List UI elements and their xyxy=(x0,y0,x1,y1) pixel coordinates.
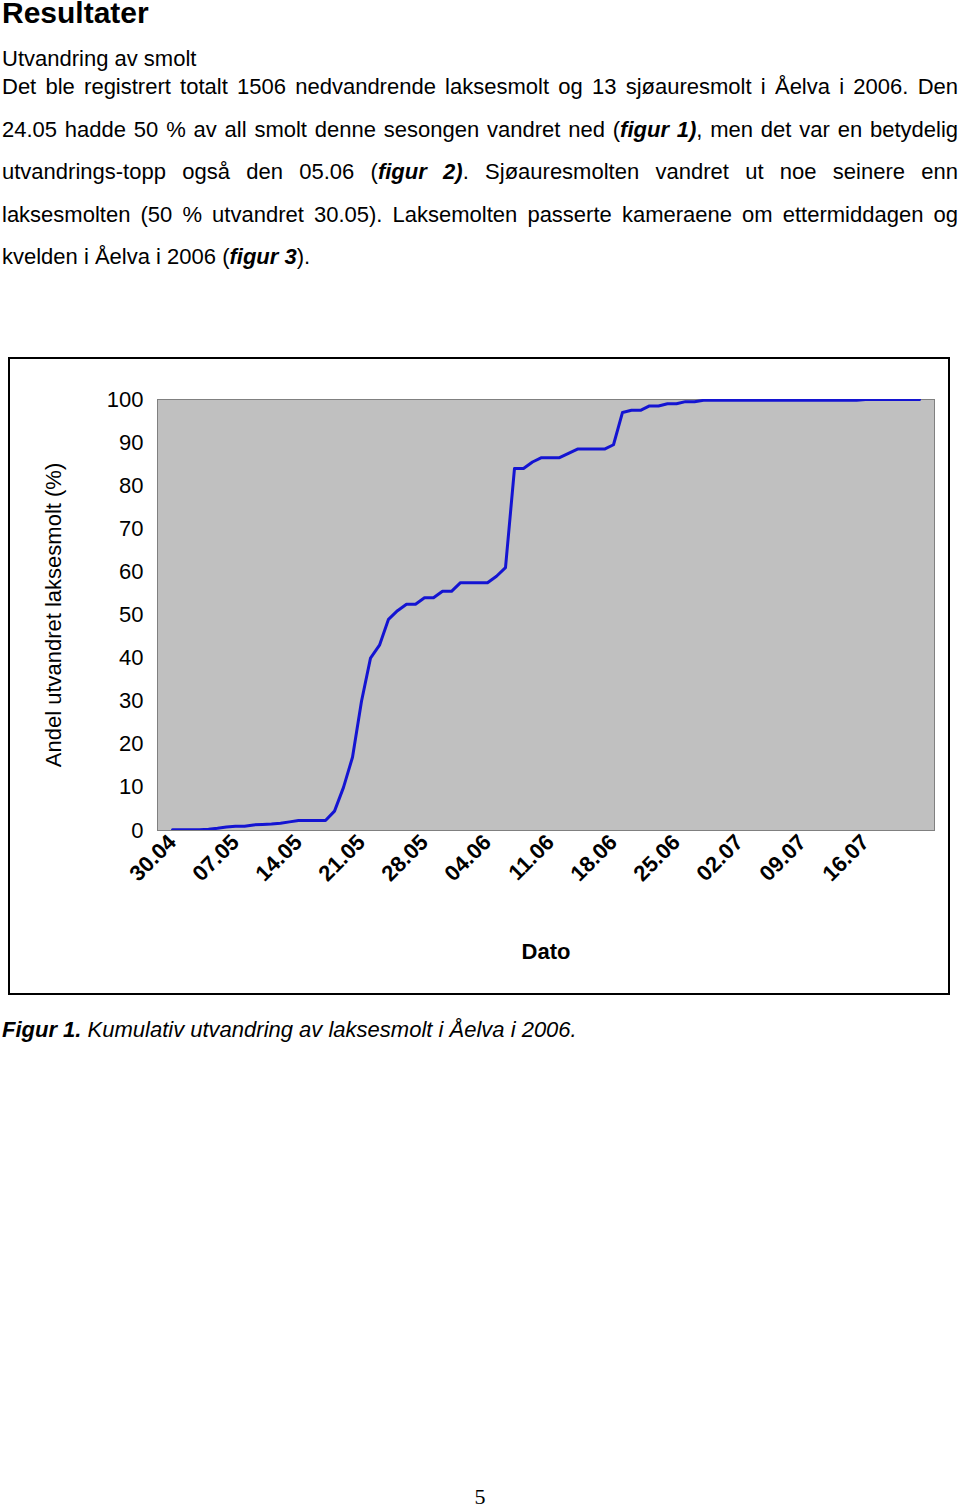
html-text:Figur 1. Kumulativ utvandring: Figur 1. Kumulativ utvandring av laksesm… xyxy=(2,1017,577,1042)
html-text:5: 5 xyxy=(474,1484,486,1509)
svg-text:20: 20 xyxy=(119,731,143,756)
svg-text:18.06: 18.06 xyxy=(565,829,622,886)
html-text:Det ble registrert totalt 1506: Det ble registrert totalt 1506 nedvandre… xyxy=(2,74,958,269)
svg-text:40: 40 xyxy=(119,645,143,670)
svg-text:04.06: 04.06 xyxy=(439,829,496,886)
svg-text:100: 100 xyxy=(107,387,144,412)
svg-text:Andel utvandret laksesmolt (%): Andel utvandret laksesmolt (%) xyxy=(41,463,66,767)
svg-text:30: 30 xyxy=(119,688,143,713)
svg-text:0: 0 xyxy=(131,818,143,843)
svg-text:10: 10 xyxy=(119,774,143,799)
svg-text:90: 90 xyxy=(119,430,143,455)
svg-text:14.05: 14.05 xyxy=(250,829,307,886)
svg-text:70: 70 xyxy=(119,516,143,541)
svg-text:Dato: Dato xyxy=(522,939,571,964)
svg-text:07.05: 07.05 xyxy=(187,829,244,886)
svg-text:28.05: 28.05 xyxy=(376,829,433,886)
html-text:Utvandring av smolt: Utvandring av smolt xyxy=(2,46,197,71)
svg-text:50: 50 xyxy=(119,602,143,627)
svg-text:80: 80 xyxy=(119,473,143,498)
svg-text:25.06: 25.06 xyxy=(628,829,685,886)
svg-text:60: 60 xyxy=(119,559,143,584)
svg-text:02.07: 02.07 xyxy=(691,829,748,886)
svg-text:09.07: 09.07 xyxy=(754,829,811,886)
svg-text:11.06: 11.06 xyxy=(503,829,559,885)
svg-text:21.05: 21.05 xyxy=(313,829,370,886)
svg-text:16.07: 16.07 xyxy=(817,829,874,886)
svg-text:30.04: 30.04 xyxy=(124,829,181,886)
